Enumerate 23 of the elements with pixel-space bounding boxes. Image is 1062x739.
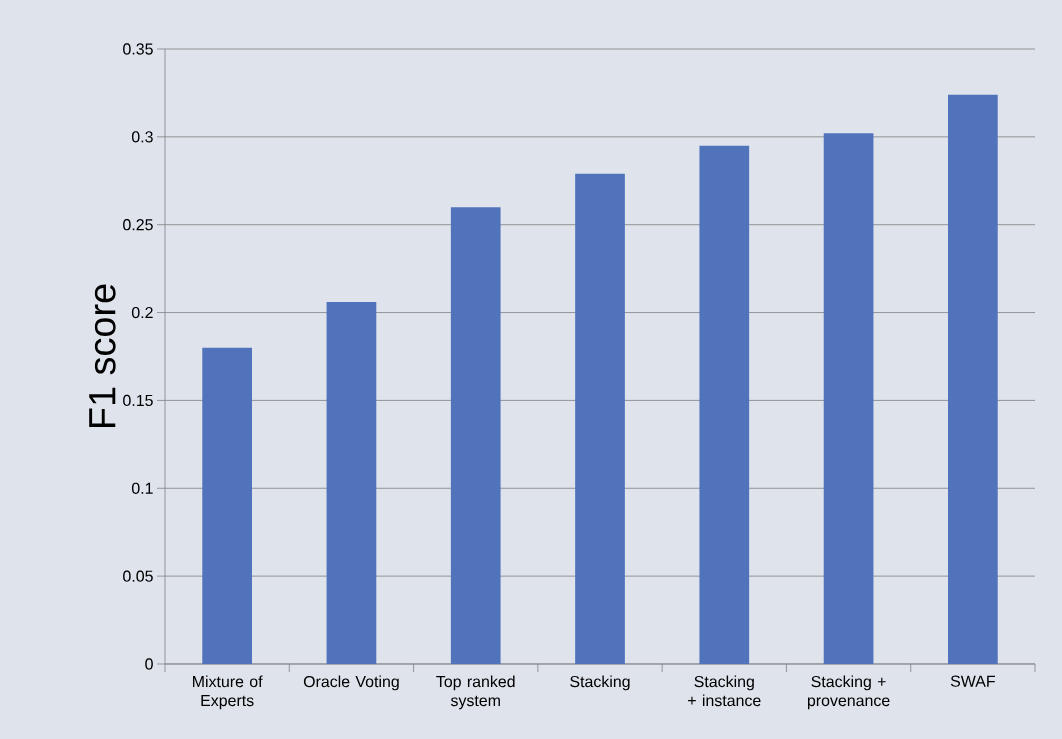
bar bbox=[326, 302, 377, 664]
bar bbox=[823, 133, 874, 664]
y-tick-label: 0.2 bbox=[131, 306, 153, 319]
bar bbox=[450, 207, 501, 664]
x-tick-label: Stacking + instance bbox=[688, 675, 761, 707]
x-tick-label: Mixture of Experts bbox=[193, 675, 263, 710]
x-tick-label: Oracle Voting bbox=[303, 675, 399, 691]
y-tick-label: 0.15 bbox=[123, 394, 153, 407]
y-tick-label: 0.35 bbox=[123, 43, 153, 55]
y-tick-label: 0.25 bbox=[123, 219, 153, 231]
y-tick-label: 0.3 bbox=[131, 131, 153, 143]
x-tick-label: Top ranked system bbox=[436, 675, 515, 710]
y-tick-label: 0.05 bbox=[123, 570, 153, 582]
bar bbox=[948, 94, 998, 664]
y-tick-label: 0.1 bbox=[131, 482, 153, 494]
x-tick-label: SWAF bbox=[950, 675, 995, 687]
y-axis-title: F1 score bbox=[89, 284, 116, 428]
x-tick-label: Stacking bbox=[570, 675, 630, 691]
bar bbox=[699, 145, 750, 664]
y-tick-label: 0 bbox=[145, 658, 153, 670]
bar bbox=[202, 347, 253, 664]
x-tick-label: Stacking + provenance bbox=[807, 675, 890, 710]
bar bbox=[575, 173, 625, 664]
